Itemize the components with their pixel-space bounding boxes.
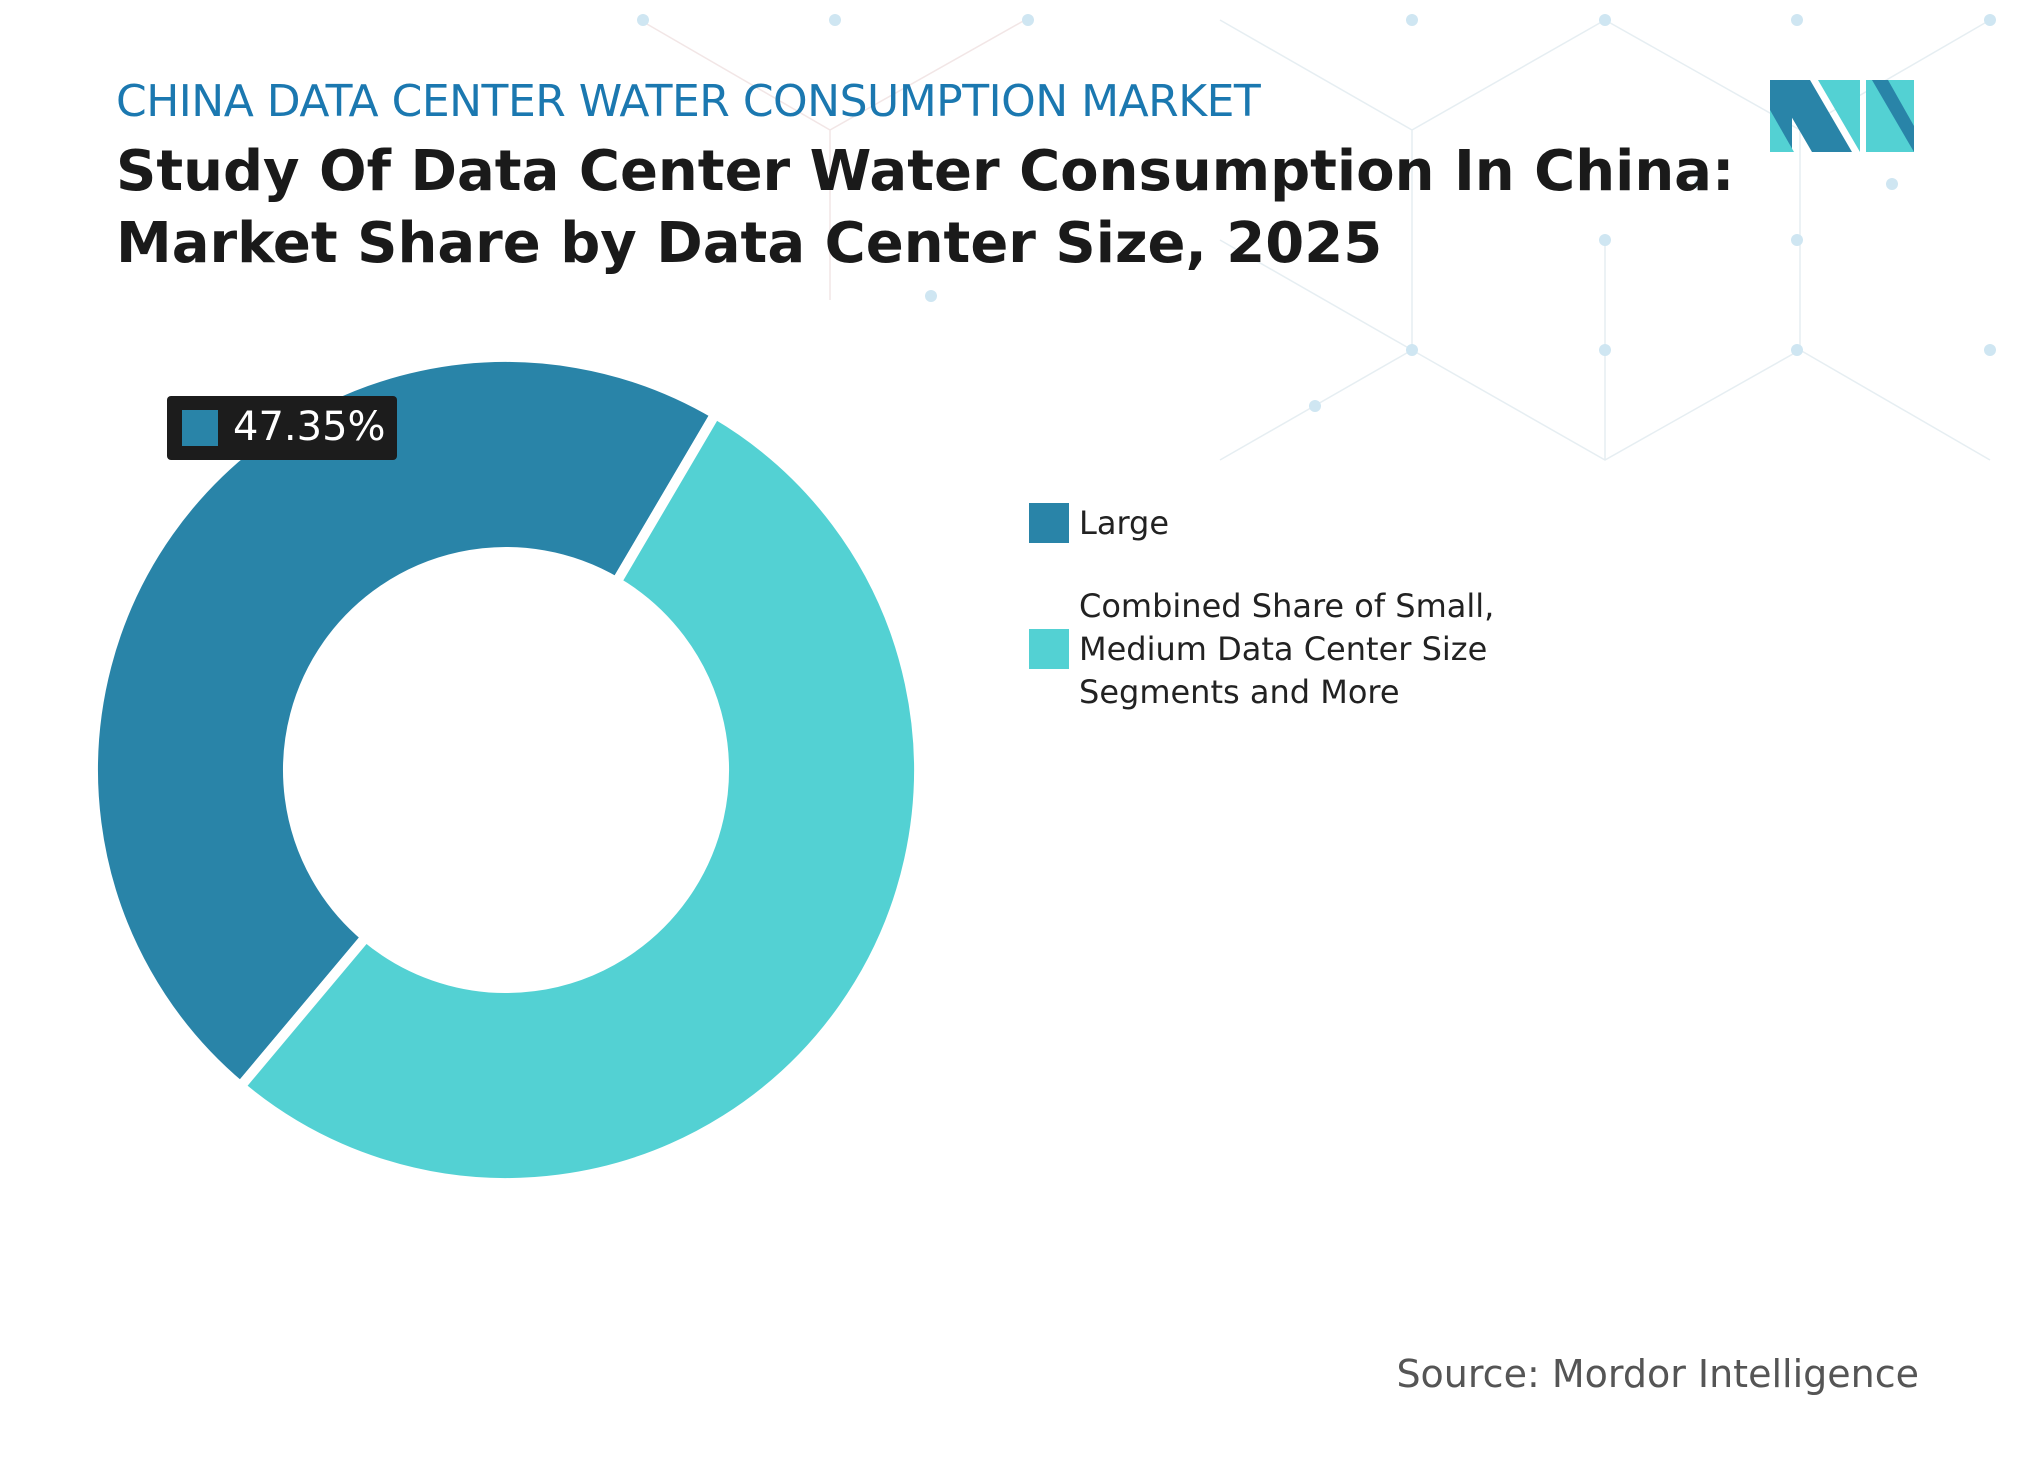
chart-title: Study Of Data Center Water Consumption I… xyxy=(116,139,1735,276)
legend-label: Combined Share of Small, Medium Data Cen… xyxy=(1079,586,1495,711)
legend-swatch xyxy=(1029,503,1069,543)
slice xyxy=(233,407,924,1188)
logo xyxy=(1770,80,1914,152)
legend-label: Large xyxy=(1079,503,1170,542)
legend-swatch xyxy=(1029,629,1069,669)
value-label-swatch xyxy=(182,410,218,446)
value-label-text: 47.35% xyxy=(233,404,386,450)
slice xyxy=(88,351,723,1094)
value-label-box xyxy=(167,396,397,460)
background-dots xyxy=(637,14,1996,412)
kicker: CHINA DATA CENTER WATER CONSUMPTION MARK… xyxy=(116,76,1261,127)
source: Source: Mordor Intelligence xyxy=(1396,1352,1919,1396)
